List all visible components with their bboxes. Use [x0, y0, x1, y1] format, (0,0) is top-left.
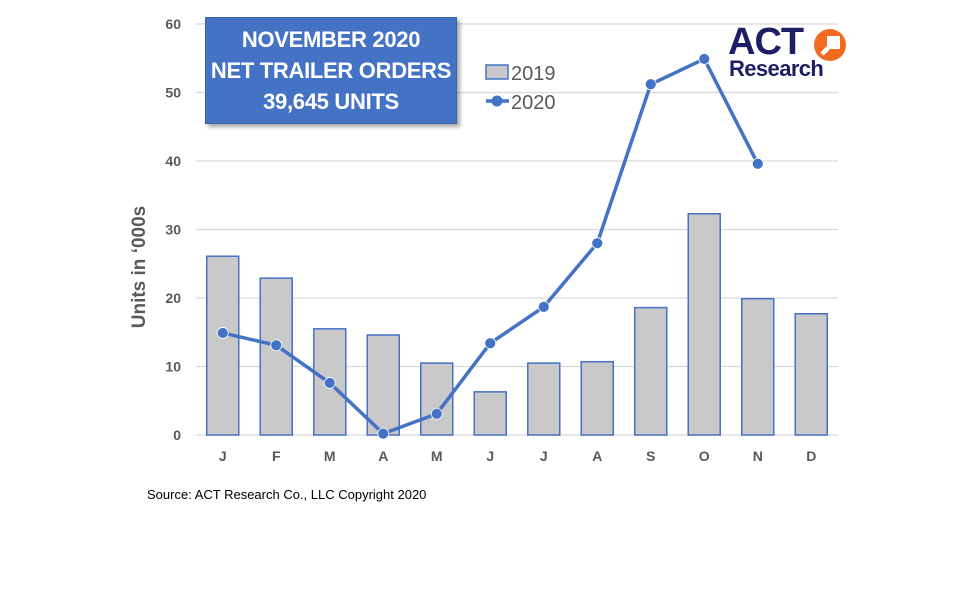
bar-2019 [206, 255, 240, 436]
x-tick-label: A [592, 448, 602, 464]
x-tick-label: J [486, 448, 494, 464]
title-line-3: 39,645 UNITS [263, 89, 399, 114]
y-tick-label: 60 [165, 16, 181, 32]
title-line-2: NET TRAILER ORDERS [210, 58, 452, 83]
x-tick-label: D [806, 448, 816, 464]
point-2020 [698, 53, 711, 65]
legend: 2019 2020 [485, 63, 556, 114]
bar-2019 [527, 362, 561, 436]
point-2020 [323, 377, 336, 389]
x-tick-label: M [324, 448, 336, 464]
arrow-circle-icon [814, 29, 846, 61]
bars-2019 [206, 212, 828, 436]
y-tick-label: 10 [165, 359, 181, 375]
point-2020 [430, 407, 443, 420]
logo-act-text: ACT [728, 21, 804, 63]
bar-2019 [366, 334, 400, 436]
x-tick-label: J [219, 448, 227, 464]
point-2020 [270, 339, 283, 352]
point-2020 [751, 157, 764, 170]
point-2020 [644, 78, 657, 91]
legend-label-2020: 2020 [511, 92, 556, 114]
y-tick-label: 30 [165, 222, 181, 238]
point-2020 [591, 237, 604, 250]
bar-2019 [473, 391, 507, 436]
bar-2019 [687, 212, 721, 436]
x-tick-label: J [540, 448, 548, 464]
x-tick-label: A [378, 448, 388, 464]
x-tick-label: O [699, 448, 710, 464]
legend-bar-swatch [485, 64, 509, 80]
title-box: NOVEMBER 2020 NET TRAILER ORDERS 39,645 … [205, 17, 457, 124]
y-tick-label: 40 [165, 153, 181, 169]
bar-2019 [794, 313, 828, 436]
y-axis-ticks: 0 10 20 30 40 50 60 [165, 16, 181, 443]
title-line-1: NOVEMBER 2020 [241, 27, 421, 52]
legend-marker-icon [491, 95, 503, 107]
legend-label-2019: 2019 [511, 63, 556, 85]
source-note: Source: ACT Research Co., LLC Copyright … [147, 487, 427, 502]
x-tick-label: M [431, 448, 443, 464]
y-tick-label: 50 [165, 85, 181, 101]
act-research-logo: ACT Research [728, 22, 850, 84]
bar-2019 [634, 306, 668, 436]
y-tick-label: 20 [165, 290, 181, 306]
x-tick-label: N [753, 448, 763, 464]
bar-2019 [741, 297, 775, 436]
logo-research-text: Research [729, 56, 824, 81]
y-axis-label: Units in ‘000s [129, 206, 150, 329]
point-2020 [537, 301, 550, 313]
bar-2019 [259, 277, 293, 436]
x-tick-label: S [646, 448, 655, 464]
point-2020 [484, 337, 497, 350]
point-2020 [216, 327, 229, 339]
x-tick-label: F [272, 448, 281, 464]
point-2020 [377, 427, 390, 440]
bar-2019 [580, 360, 614, 436]
line-2020 [216, 53, 764, 440]
y-tick-label: 0 [173, 427, 181, 443]
